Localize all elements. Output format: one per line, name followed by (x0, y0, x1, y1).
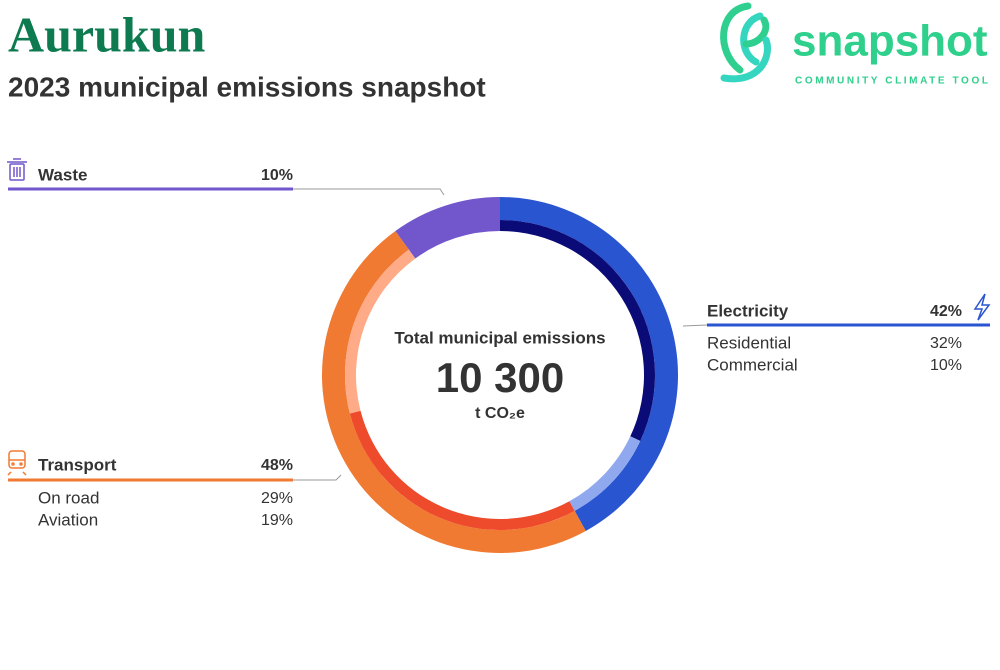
part-name: Commercial (707, 355, 798, 374)
waste-icon (7, 158, 27, 181)
part-value: 32% (930, 335, 962, 352)
transport-icon (7, 450, 27, 476)
sector-name: Electricity (707, 301, 789, 320)
sector (395, 197, 500, 259)
logo-swirl (720, 36, 771, 83)
logo-icon (720, 2, 771, 83)
subtitle: 2023 municipal emissions snapshot (8, 71, 486, 102)
title: Aurukun (8, 6, 206, 62)
sub-sector (349, 410, 575, 530)
sector-value: 48% (261, 457, 293, 474)
center-unit: t CO₂e (475, 405, 525, 422)
logo-swirl (742, 16, 770, 48)
sector-value: 10% (261, 167, 293, 184)
sub-sector (569, 436, 641, 511)
sector-name: Transport (38, 455, 117, 474)
logo-swirl (740, 12, 764, 66)
connector (293, 474, 342, 481)
sector-name: Waste (38, 165, 87, 184)
part-name: Aviation (38, 510, 98, 529)
connector (293, 188, 445, 196)
sub-sector (500, 220, 655, 441)
logo-name: snapshot (792, 17, 988, 66)
electricity-icon (973, 293, 991, 321)
sector (500, 197, 679, 531)
part-value: 10% (930, 357, 962, 374)
sector (321, 230, 586, 554)
part-value: 29% (261, 490, 293, 507)
part-name: On road (38, 488, 99, 507)
part-value: 19% (261, 512, 293, 529)
sector-value: 42% (930, 303, 962, 320)
sub-sector (344, 249, 416, 414)
center-label: Total municipal emissions (394, 328, 605, 347)
center-total: 10 300 (436, 354, 564, 401)
connector (682, 324, 708, 327)
part-name: Residential (707, 333, 791, 352)
logo-swirl (720, 2, 752, 74)
logo-tagline: COMMUNITY CLIMATE TOOL (795, 76, 991, 87)
